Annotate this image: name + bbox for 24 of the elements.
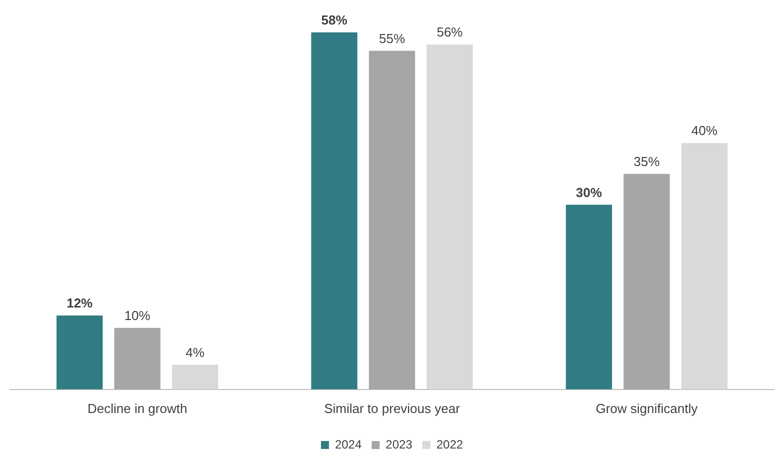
bar — [114, 328, 160, 390]
bar — [368, 50, 416, 390]
bar — [172, 364, 218, 390]
legend-label: 2022 — [436, 437, 464, 452]
data-label: 56% — [436, 24, 464, 40]
data-label: 10% — [124, 308, 151, 323]
legend-label: 2023 — [386, 437, 413, 452]
data-label: 55% — [378, 30, 406, 46]
data-label: 12% — [66, 296, 94, 311]
x-tick-label: Decline in growth — [87, 400, 188, 416]
data-label: 30% — [576, 184, 602, 200]
bar — [624, 174, 670, 390]
data-label: 4% — [186, 344, 205, 360]
data-label: 58% — [321, 12, 348, 28]
bar — [426, 44, 473, 390]
x-tick-label: Similar to previous year — [324, 400, 461, 416]
bar — [566, 204, 612, 390]
data-label: 40% — [691, 123, 718, 138]
data-label: 35% — [634, 154, 660, 169]
bar — [681, 143, 728, 390]
legend-label: 2024 — [334, 437, 362, 452]
bar — [311, 32, 358, 390]
bar — [56, 316, 103, 390]
x-tick-label: Grow significantly — [596, 400, 698, 416]
